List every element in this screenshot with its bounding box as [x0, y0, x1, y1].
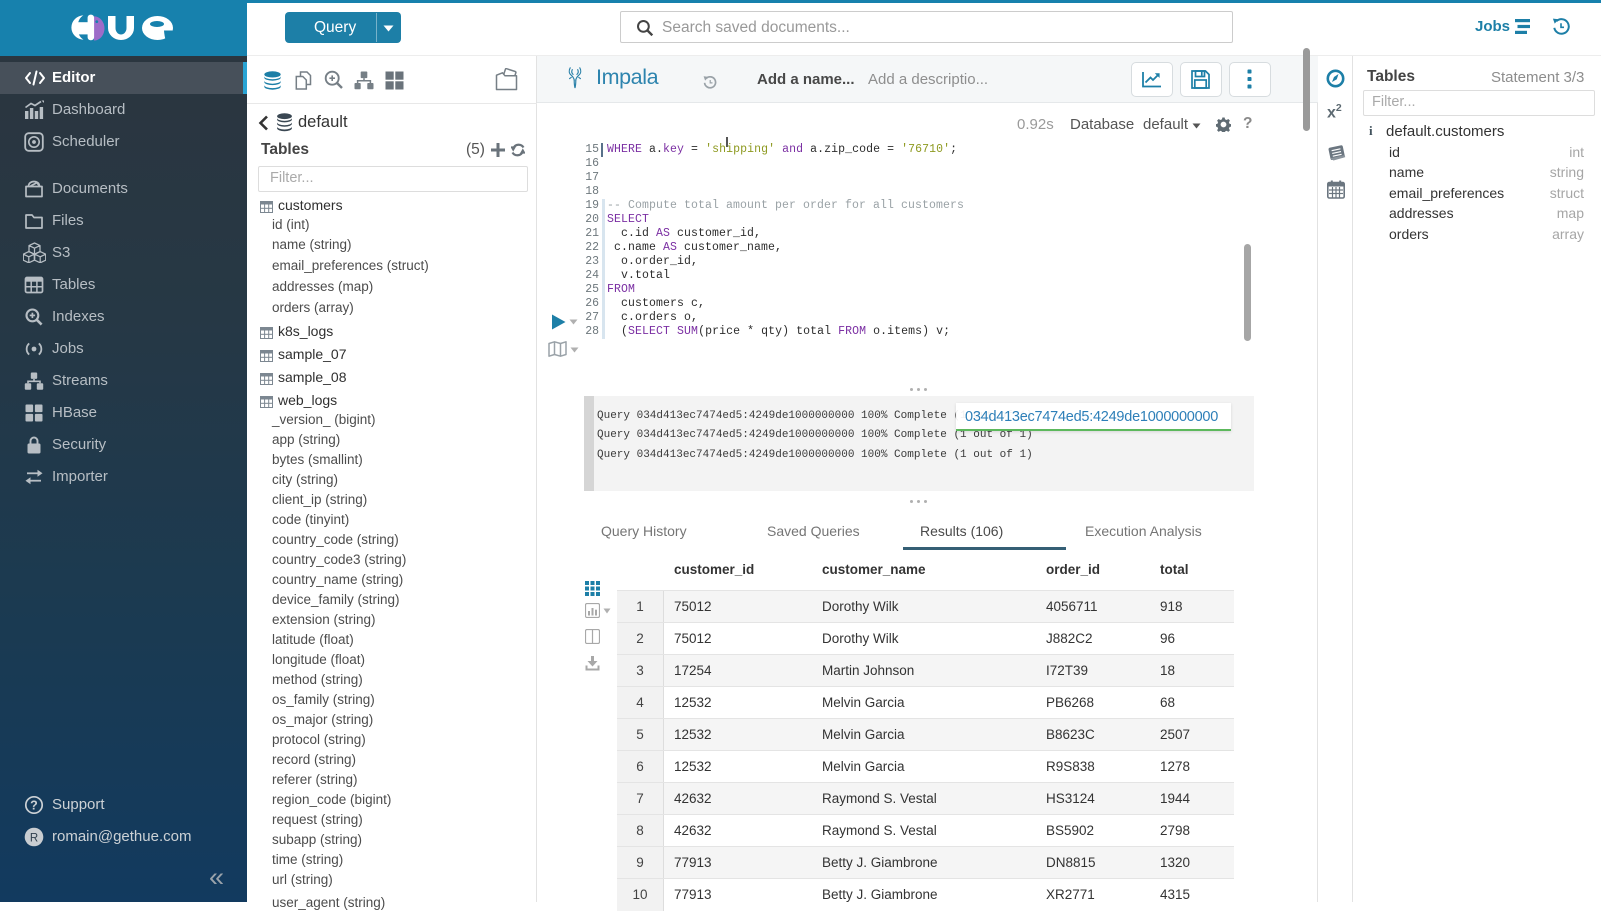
- svg-text:R: R: [30, 832, 38, 844]
- svg-text:?: ?: [30, 799, 38, 813]
